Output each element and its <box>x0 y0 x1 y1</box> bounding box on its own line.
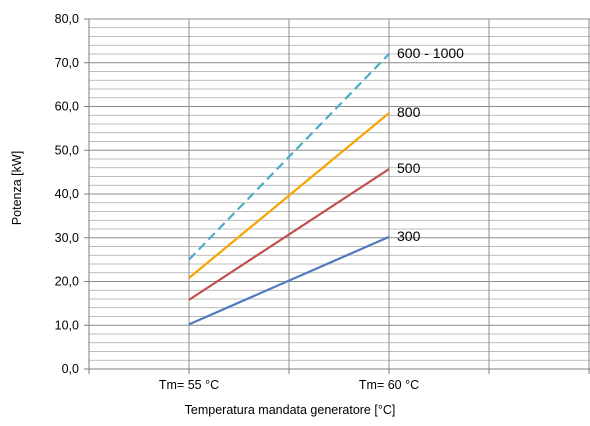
series-labels: 300 500 800 600 - 1000 <box>397 45 464 244</box>
y-tick-label: 10,0 <box>55 318 79 332</box>
x-tick-labels: Tm= 55 °C Tm= 60 °C <box>159 378 419 392</box>
y-tick-label: 50,0 <box>55 143 79 157</box>
series-line-800 <box>188 112 390 279</box>
series-label: 500 <box>397 160 421 176</box>
y-tick-label: 70,0 <box>55 56 79 70</box>
y-tick-label: 40,0 <box>55 187 79 201</box>
x-tick-label: Tm= 60 °C <box>359 378 419 392</box>
axes <box>84 18 590 374</box>
x-tick-label: Tm= 55 °C <box>159 378 219 392</box>
series-lines <box>188 53 390 326</box>
y-tick-label: 80,0 <box>55 12 79 26</box>
series-label: 300 <box>397 228 421 244</box>
grid <box>89 18 590 369</box>
y-tick-label: 0,0 <box>62 362 79 376</box>
series-line-500 <box>188 168 390 301</box>
y-tick-labels: 0,0 10,0 20,0 30,0 40,0 50,0 60,0 70,0 80,0 <box>55 12 79 376</box>
series-line-600-1000 <box>188 53 390 261</box>
y-axis-title: Potenza [kW] <box>10 151 24 225</box>
series-label: 800 <box>397 104 421 120</box>
series-label: 600 - 1000 <box>397 45 464 61</box>
x-axis-title: Temperatura mandata generatore [°C] <box>185 403 396 417</box>
series-line-300 <box>188 235 390 326</box>
y-tick-label: 20,0 <box>55 275 79 289</box>
y-tick-label: 60,0 <box>55 100 79 114</box>
y-tick-label: 30,0 <box>55 231 79 245</box>
